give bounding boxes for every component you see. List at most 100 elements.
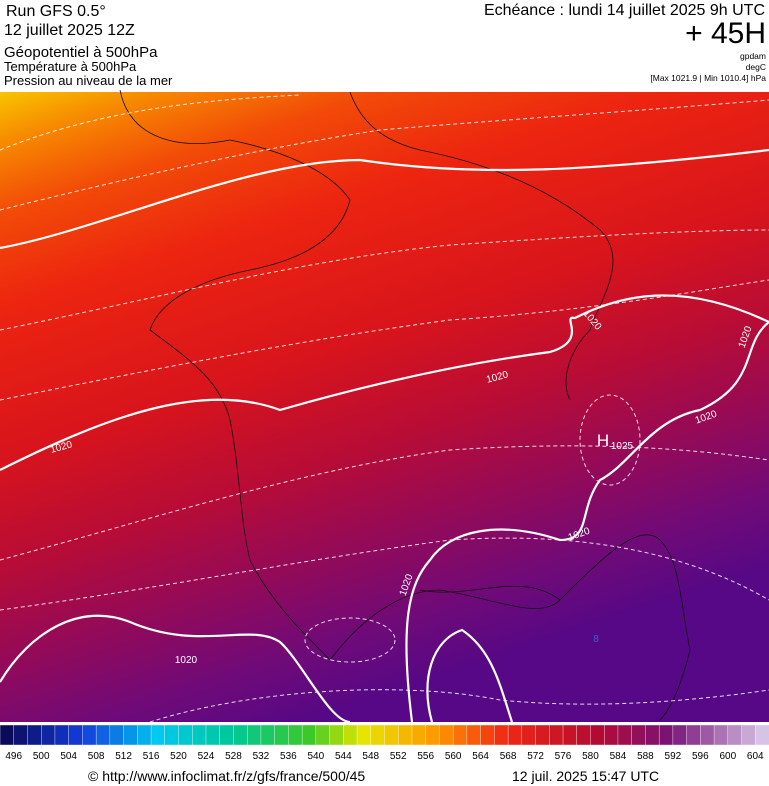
colorbar-tick-label: 500 xyxy=(33,751,50,762)
colorbar-swatch xyxy=(562,724,578,746)
colorbar-swatch xyxy=(535,724,550,746)
colorbar-swatch xyxy=(741,724,756,746)
map-label: 1020 xyxy=(175,655,198,666)
colorbar-swatch xyxy=(713,724,729,746)
colorbar-swatch xyxy=(68,724,83,746)
colorbar-swatch xyxy=(274,724,289,746)
colorbar-tick-label: 504 xyxy=(60,751,77,762)
colorbar-swatch xyxy=(672,724,688,746)
colorbar-tick-label: 572 xyxy=(527,751,544,762)
lead-time: + 45H xyxy=(685,17,766,50)
colorbar-tick-label: 528 xyxy=(225,751,242,762)
colorbar-swatch xyxy=(0,724,15,746)
forecast-time: Echéance : lundi 14 juillet 2025 9h UTC xyxy=(484,2,765,19)
unit-label: [Max 1021.9 | Min 1010.4] hPa xyxy=(650,73,766,83)
colorbar-swatch xyxy=(123,724,138,746)
colorbar-tick-label: 596 xyxy=(692,751,709,762)
source-url: © http://www.infoclimat.fr/z/gfs/france/… xyxy=(88,768,365,784)
colorbar-tick-label: 536 xyxy=(280,751,297,762)
header-line: Pression au niveau de la mer xyxy=(4,73,173,88)
colorbar-swatch xyxy=(549,724,564,746)
colorbar-swatch xyxy=(343,724,358,746)
colorbar-tick-label: 548 xyxy=(362,751,379,762)
colorbar-tick-label: 552 xyxy=(390,751,407,762)
colorbar-tick-label: 496 xyxy=(5,751,22,762)
colorbar-tick-label: 588 xyxy=(637,751,654,762)
colorbar-tick-label: 568 xyxy=(500,751,517,762)
isobars xyxy=(0,148,769,724)
colorbar-swatch xyxy=(658,724,674,746)
colorbar-swatch xyxy=(631,724,646,746)
colorbar-swatch xyxy=(233,724,248,746)
unit-label: degC xyxy=(746,62,766,72)
colorbar-tick-label: 600 xyxy=(719,751,736,762)
colorbar-tick-label: 580 xyxy=(582,751,599,762)
colorbar-swatch xyxy=(700,724,715,746)
colorbar-swatch xyxy=(480,724,495,746)
colorbar-tick-label: 512 xyxy=(115,751,132,762)
colorbar-tick-label: 540 xyxy=(307,751,324,762)
colorbar-swatch xyxy=(40,724,56,746)
coastlines xyxy=(119,89,691,721)
colorbar-swatch xyxy=(439,724,454,746)
map-label: 1025 xyxy=(611,441,634,452)
temperature-field xyxy=(0,92,769,722)
colorbar-tick-label: 516 xyxy=(143,751,160,762)
colorbar-swatch xyxy=(425,724,440,746)
colorbar-tick-label: 532 xyxy=(253,751,270,762)
colorbar-swatch xyxy=(288,724,303,746)
colorbar-swatch xyxy=(604,724,619,746)
isotherms xyxy=(0,94,769,723)
colorbar-swatch xyxy=(219,724,234,746)
colorbar-swatch xyxy=(727,724,743,746)
colorbar-swatch xyxy=(137,724,152,746)
colorbar-tick-label: 576 xyxy=(555,751,572,762)
colorbar-swatch xyxy=(370,724,385,746)
map-label: 8 xyxy=(593,634,599,645)
colorbar-swatch xyxy=(494,724,509,746)
colorbar-tick-label: 564 xyxy=(472,751,489,762)
colorbar-swatch xyxy=(82,724,97,746)
colorbar-swatch xyxy=(205,724,221,746)
colorbar-swatch xyxy=(13,724,28,746)
colorbar-swatch xyxy=(590,724,605,746)
colorbar-tick-label: 560 xyxy=(445,751,462,762)
colorbar-swatch xyxy=(27,724,42,746)
colorbar-swatch xyxy=(109,724,125,746)
timestamp: 12 juil. 2025 15:47 UTC xyxy=(512,768,659,784)
colorbar-swatch xyxy=(755,724,769,746)
colorbar-swatch xyxy=(260,724,276,746)
colorbar-tick-label: 520 xyxy=(170,751,187,762)
colorbar-swatch xyxy=(164,724,180,746)
colorbar-tick-label: 604 xyxy=(747,751,764,762)
header-line: 12 juillet 2025 12Z xyxy=(4,22,135,39)
colorbar-tick-label: 592 xyxy=(665,751,682,762)
colorbar-tick-label: 556 xyxy=(417,751,434,762)
map-label: H xyxy=(597,431,609,450)
colorbar-swatch xyxy=(576,724,591,746)
colorbar-swatch xyxy=(178,724,193,746)
colorbar-tick-label: 508 xyxy=(88,751,105,762)
colorbar-swatch xyxy=(246,724,262,746)
header-line: Run GFS 0.5° xyxy=(6,3,106,20)
colorbar-swatch xyxy=(95,724,111,746)
header-line: Température à 500hPa xyxy=(4,59,137,74)
colorbar-swatch xyxy=(192,724,207,746)
colorbar-swatch xyxy=(329,724,344,746)
colorbar-swatch xyxy=(356,724,372,746)
colorbar-swatch xyxy=(384,724,399,746)
colorbar-swatch xyxy=(315,724,331,746)
colorbar-swatch xyxy=(686,724,701,746)
unit-label: gpdam xyxy=(740,51,766,61)
colorbar-swatch xyxy=(645,724,660,746)
colorbar-swatch xyxy=(466,724,482,746)
colorbar-tick-label: 584 xyxy=(610,751,627,762)
colorbar-swatch xyxy=(452,724,468,746)
colorbar-swatch xyxy=(411,724,427,746)
colorbar-swatch xyxy=(150,724,166,746)
colorbar-tick-label: 524 xyxy=(198,751,215,762)
colorbar-swatch xyxy=(617,724,633,746)
header-line: Géopotentiel à 500hPa xyxy=(4,44,158,61)
colorbar-swatch xyxy=(301,724,317,746)
